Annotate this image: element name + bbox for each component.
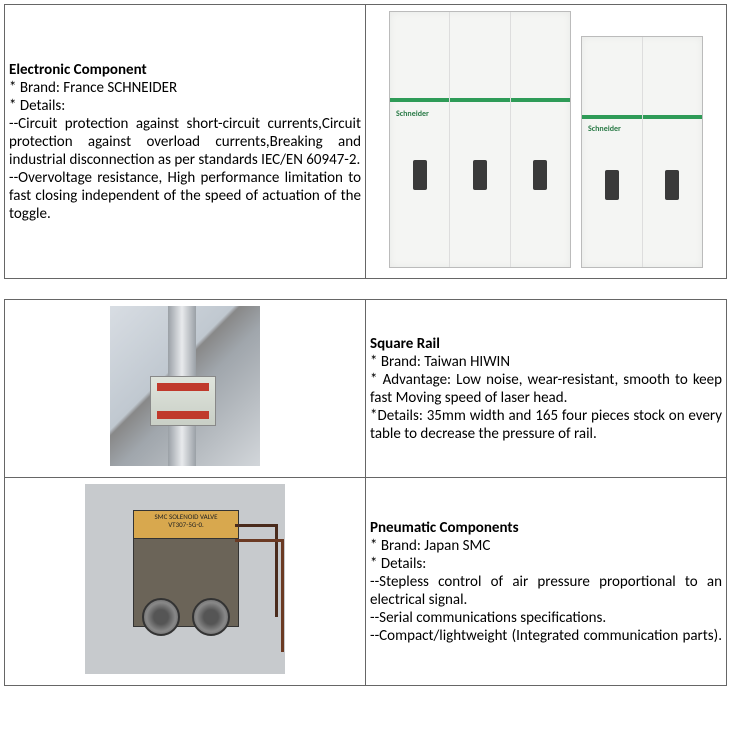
electronic-component-text-cell: Electronic Component * Brand: France SCH… bbox=[5, 5, 366, 279]
pneumatic-valve-illustration: SMC SOLENOID VALVE VT307-5G-0. bbox=[85, 484, 285, 674]
detail-line: --Overvoltage resistance, High performan… bbox=[9, 169, 361, 223]
square-rail-text-cell: Square Rail * Brand: Taiwan HIWIN * Adva… bbox=[366, 300, 727, 478]
detail-line: --Circuit protection against short-circu… bbox=[9, 115, 361, 169]
circuit-breaker-illustration: Schneider Schneider bbox=[389, 11, 703, 268]
details-label: * Details: bbox=[9, 97, 361, 115]
table-row: Square Rail * Brand: Taiwan HIWIN * Adva… bbox=[5, 300, 727, 478]
valve-model-label: VT307-5G-0. bbox=[168, 520, 204, 529]
brand-line: * Brand: Taiwan HIWIN bbox=[370, 353, 722, 371]
pneumatic-image-cell: SMC SOLENOID VALVE VT307-5G-0. bbox=[5, 478, 366, 686]
square-rail-illustration bbox=[110, 306, 260, 466]
table-row: Electronic Component * Brand: France SCH… bbox=[5, 5, 727, 279]
brand-line: * Brand: France SCHNEIDER bbox=[9, 79, 361, 97]
section-title: Pneumatic Components bbox=[370, 519, 722, 537]
detail-line: --Serial communications specifications. bbox=[370, 609, 722, 627]
section-title: Square Rail bbox=[370, 335, 722, 353]
details-label: * Details: bbox=[370, 555, 722, 573]
detail-line: --Stepless control of air pressure propo… bbox=[370, 573, 722, 609]
table-row: SMC SOLENOID VALVE VT307-5G-0. Pneumatic… bbox=[5, 478, 727, 686]
square-rail-image-cell bbox=[5, 300, 366, 478]
pneumatic-text-cell: Pneumatic Components * Brand: Japan SMC … bbox=[366, 478, 727, 686]
electronic-component-image-cell: Schneider Schneider bbox=[366, 5, 727, 279]
component-table-1: Electronic Component * Brand: France SCH… bbox=[4, 4, 727, 279]
advantage-line: * Advantage: Low noise, wear-resistant, … bbox=[370, 371, 722, 407]
component-table-2: Square Rail * Brand: Taiwan HIWIN * Adva… bbox=[4, 299, 727, 686]
brand-line: * Brand: Japan SMC bbox=[370, 537, 722, 555]
section-title: Electronic Component bbox=[9, 61, 361, 79]
detail-line: --Compact/lightweight (Integrated commun… bbox=[370, 627, 722, 645]
details-line: *Details: 35mm width and 165 four pieces… bbox=[370, 407, 722, 443]
